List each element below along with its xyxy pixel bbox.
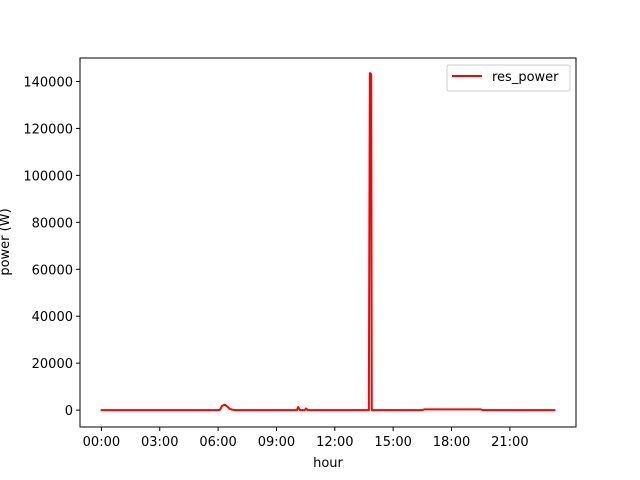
x-tick-label: 12:00	[316, 435, 353, 450]
y-tick-label: 20000	[32, 357, 73, 372]
series-line-res-power	[100, 72, 556, 412]
x-tick-label: 03:00	[141, 435, 178, 450]
legend-box	[446, 64, 571, 92]
y-tick-label: 80000	[32, 216, 73, 231]
plot-area	[80, 58, 576, 427]
x-tick-label: 09:00	[258, 435, 295, 450]
y-tick-label: 120000	[23, 122, 73, 137]
plot-frame	[79, 57, 577, 428]
legend-label-res-power: res_power	[492, 70, 559, 85]
x-tick-label: 15:00	[374, 435, 411, 450]
y-tick-label: 60000	[32, 263, 73, 278]
x-tick-label: 00:00	[83, 435, 120, 450]
y-tick-label: 140000	[23, 75, 73, 90]
y-axis-label: power (W)	[0, 208, 13, 275]
ticks-group: 00:00 03:00 06:00 09:00 12:00 15:00 18:00 21:00…	[23, 75, 528, 450]
legend: res_power	[446, 64, 571, 92]
y-tick-label: 0	[65, 404, 73, 419]
x-tick-label: 21:00	[491, 435, 528, 450]
x-tick-label: 06:00	[199, 435, 236, 450]
series-group	[100, 72, 556, 412]
y-tick-label: 40000	[32, 310, 73, 325]
x-axis-label: hour	[313, 456, 343, 471]
y-tick-label: 100000	[23, 169, 73, 184]
x-tick-label: 18:00	[433, 435, 470, 450]
